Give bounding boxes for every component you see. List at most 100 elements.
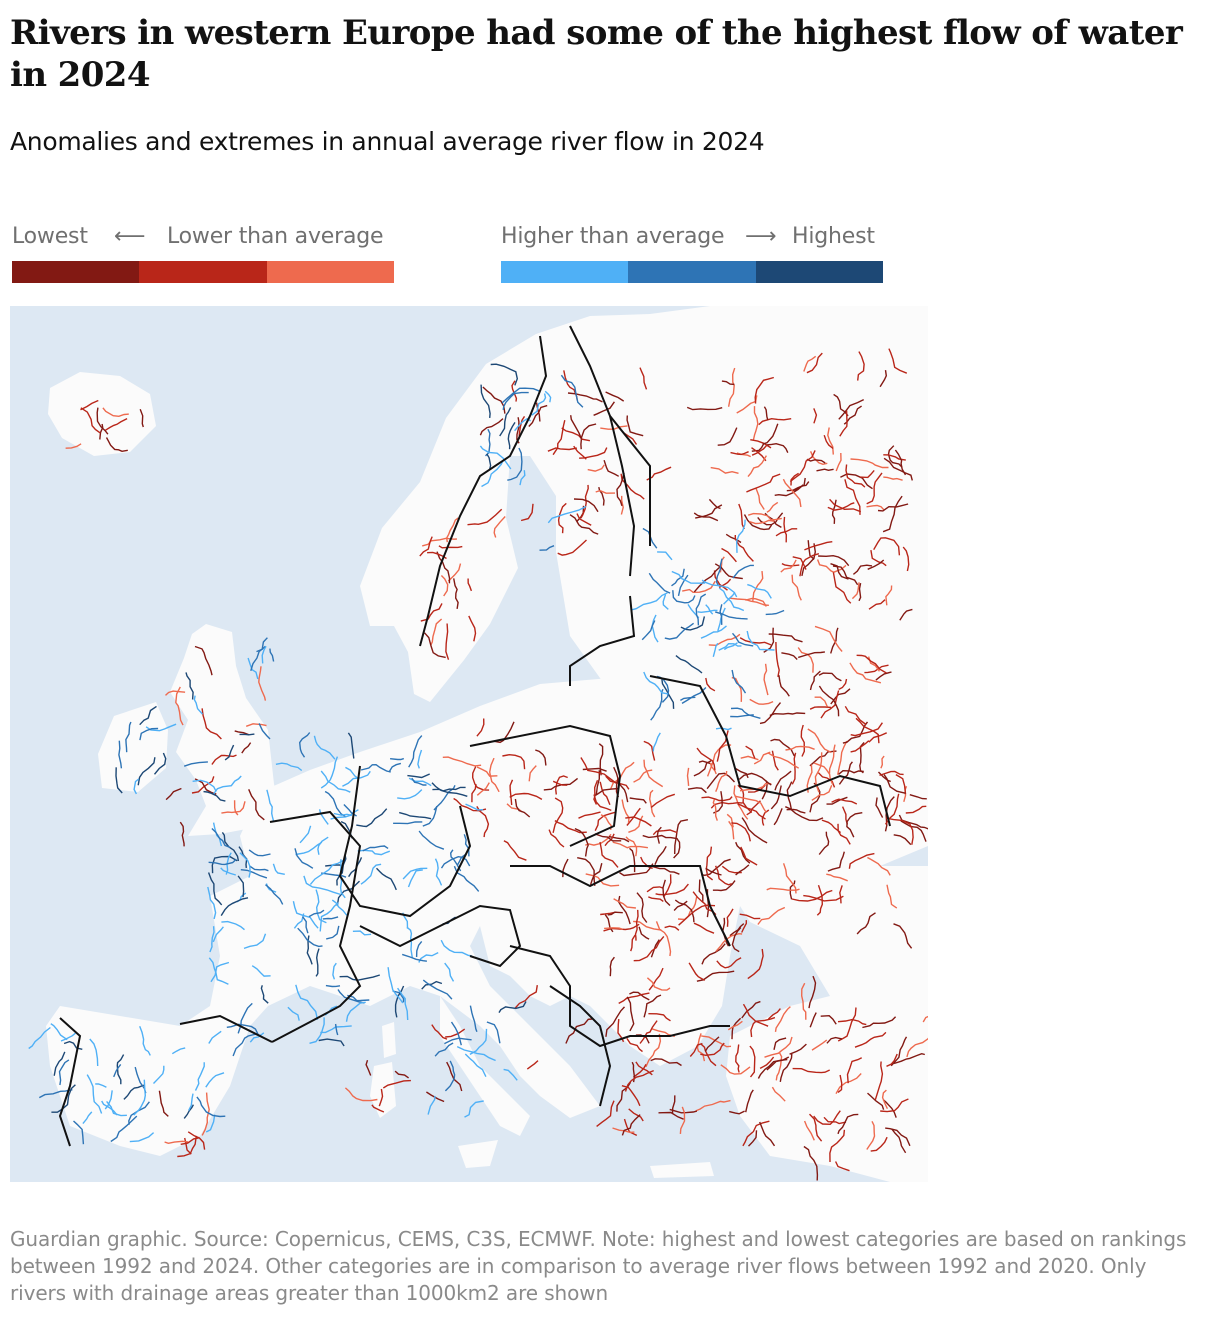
river-segment [826,796,848,805]
river-segment [650,1058,682,1067]
river-segment [573,498,599,513]
river-segment [612,841,648,849]
river-segment [376,867,397,891]
river-segment [210,961,230,983]
river-segment [828,744,836,774]
river-segment [65,443,82,449]
river-segment [679,1106,686,1134]
river-segment [471,783,477,803]
river-segment [687,787,707,794]
river-segment [682,580,716,594]
river-segment [430,618,443,646]
river-segment [899,608,913,621]
river-segment [831,798,858,805]
river-segment [509,779,514,806]
river-segment [877,503,909,512]
river-segment [123,1084,145,1100]
river-segment [50,1023,68,1041]
river-segment [773,1037,787,1050]
river-segment [625,836,638,857]
river-segment [394,1070,410,1079]
border-france-east [269,810,362,1043]
river-segment [580,423,597,450]
river-segment [397,987,409,1021]
legend-lower: Lowest ⟵ Lower than average [12,222,396,286]
river-segment [726,908,734,927]
river-segment [193,695,204,715]
river-segment [423,632,446,659]
europe-river-flow-map [10,306,928,1182]
river-segment [519,470,526,486]
river-segment [295,841,323,856]
river-segment [839,885,843,904]
river-segment [893,1052,925,1065]
river-segment [879,370,888,388]
river-segment [503,1068,518,1081]
river-segment [701,1035,732,1048]
river-segment [790,472,799,486]
river-segment [693,922,715,934]
river-segment [791,889,833,902]
river-segment [867,856,891,876]
river-segment [742,1120,770,1147]
river-segment [717,607,726,632]
river-segment [612,1127,635,1134]
river-segment [445,623,450,660]
river-segment [463,834,470,857]
river-segment [616,472,625,507]
river-segment [868,732,887,743]
border-central [510,865,731,947]
river-segment [778,675,790,697]
river-segment [360,763,391,773]
river-segment [80,399,99,411]
river-segment [747,583,772,599]
river-segment [51,1084,76,1113]
river-segment [643,740,656,761]
river-segment [208,858,237,866]
river-segment [803,1145,819,1181]
river-segment [362,845,389,852]
river-segment [334,1023,339,1036]
river-segment [86,1074,103,1114]
river-segment [203,790,226,802]
river-segment [408,735,423,768]
river-segment [655,921,672,957]
river-segment [493,516,506,538]
river-segment [725,533,742,544]
river-segment [818,831,830,855]
river-segment [886,884,898,909]
river-segment [528,765,537,782]
river-segment [207,872,223,906]
river-segment [577,857,596,886]
river-segment [603,459,620,477]
river-segment [578,811,601,819]
river-segment [514,798,531,818]
border-poland-east [649,675,891,827]
river-segment [874,1061,884,1101]
river-segment [194,1062,205,1091]
river-segment [643,759,664,788]
river-segment [827,427,834,455]
river-segment [902,546,910,572]
river-segment [738,772,772,786]
river-segment [118,740,123,769]
river-segment [870,549,887,567]
river-segment [539,545,555,551]
swatch-much-higher [628,261,756,283]
river-segment [673,900,688,911]
river-segment [789,880,796,900]
river-segment [881,1089,889,1109]
river-segment [96,407,109,435]
river-segment [809,1012,817,1028]
river-segment [139,1026,151,1056]
river-segment [782,863,797,894]
river-segment [325,984,341,988]
river-segment [689,1042,703,1057]
river-segment [554,820,587,834]
river-segment [823,434,834,450]
river-segment [823,1116,847,1125]
river-segment [80,407,101,434]
river-segment [698,760,712,765]
river-segment [212,822,223,847]
river-segment [700,625,727,639]
